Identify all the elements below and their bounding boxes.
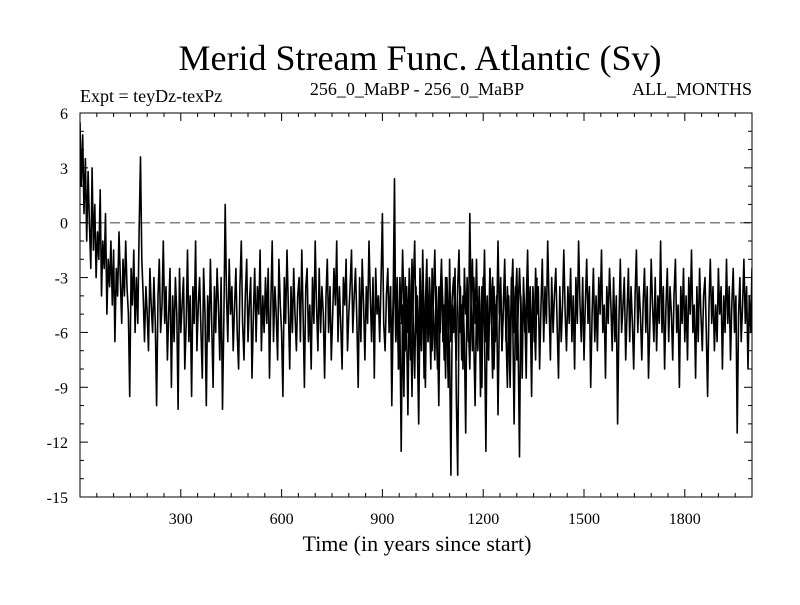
series-line — [388, 178, 538, 476]
chart-title: Merid Stream Func. Atlantic (Sv) — [179, 38, 662, 78]
y-tick-label: -3 — [55, 271, 68, 288]
x-tick-label: 300 — [169, 511, 193, 528]
series-line — [80, 122, 752, 434]
x-tick-label: 900 — [370, 511, 394, 528]
plot-area: 6 3 0 -3 -6 -9 -12 -15 300 600 900 1200 1500 1800 — [47, 106, 753, 528]
period-label: 256_0_MaBP - 256_0_MaBP — [310, 79, 524, 99]
experiment-label: Expt = teyDz-texPz — [80, 86, 222, 106]
x-tick-label: 1500 — [568, 511, 600, 528]
y-tick-label: -12 — [47, 435, 68, 452]
y-tick-label: 3 — [60, 161, 68, 178]
y-tick-label: 0 — [60, 216, 68, 233]
x-tick-label: 600 — [270, 511, 294, 528]
y-tick-label: -9 — [55, 380, 68, 397]
y-tick-label: -15 — [47, 490, 68, 507]
months-label: ALL_MONTHS — [632, 79, 752, 99]
y-tick-label: -6 — [55, 325, 68, 342]
y-tick-label: 6 — [60, 106, 68, 123]
x-tick-label: 1200 — [467, 511, 499, 528]
x-tick-label: 1800 — [669, 511, 701, 528]
x-axis-label: Time (in years since start) — [303, 531, 532, 556]
